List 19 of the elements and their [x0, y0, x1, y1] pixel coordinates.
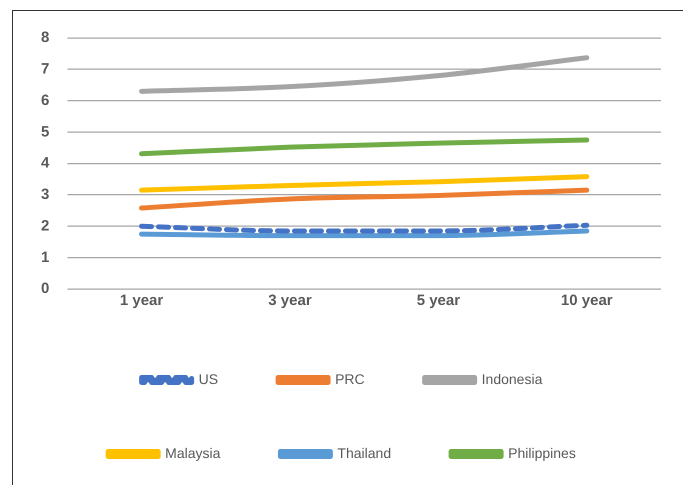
legend-label: US — [198, 370, 218, 387]
y-tick-label: 4 — [41, 154, 50, 172]
y-tick-label: 2 — [41, 217, 50, 234]
y-tick-label: 1 — [41, 248, 50, 266]
y-tick-label: 0 — [41, 280, 50, 298]
x-tick-label: 1 year — [120, 292, 164, 310]
y-tick-label: 5 — [41, 123, 50, 140]
y-tick-label: 3 — [41, 186, 50, 204]
x-tick-label: 5 year — [416, 292, 460, 310]
x-tick-label: 3 year — [268, 292, 312, 310]
legend-label: PRC — [335, 370, 365, 387]
legend-label: Malaysia — [165, 444, 221, 461]
legend-label: Indonesia — [482, 370, 543, 387]
y-tick-label: 7 — [41, 60, 50, 78]
legend-label: Philippines — [508, 444, 576, 461]
x-tick-label: 10 year — [560, 292, 613, 310]
y-tick-label: 8 — [41, 29, 50, 46]
y-tick-label: 6 — [41, 92, 50, 109]
legend-label: Thailand — [337, 444, 392, 461]
